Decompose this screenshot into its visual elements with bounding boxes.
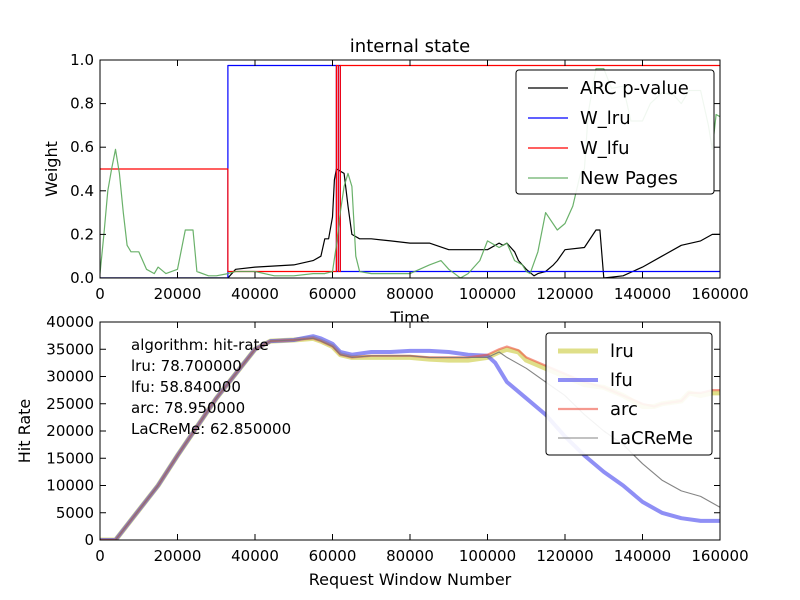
legend-label-w-lfu: W_lfu: [580, 138, 630, 159]
y-tick-label: 20000: [46, 422, 94, 440]
legend: ARC p-value W_lru W_lfu New Pages: [515, 69, 715, 195]
x-tick-label: 100000: [459, 285, 516, 303]
legend-label-lru: lru: [610, 341, 634, 362]
x-axis-label: Request Window Number: [309, 570, 512, 589]
annotation-line: lru: 78.700000: [131, 357, 242, 375]
y-axis-label: Hit Rate: [15, 399, 34, 464]
legend-label-lacreme: LaCReMe: [610, 428, 693, 449]
y-tick-label: 25000: [46, 395, 94, 413]
x-tick-label: 100000: [459, 547, 516, 565]
annotation-line: arc: 78.950000: [131, 399, 245, 417]
series-line-arc-p-value: [100, 168, 720, 278]
y-tick-label: 5000: [56, 504, 94, 522]
x-tick-label: 20000: [154, 547, 202, 565]
y-tick-label: 0.0: [70, 269, 94, 287]
x-tick-label: 0: [95, 285, 105, 303]
x-tick-label: 60000: [309, 547, 357, 565]
y-tick-label: 15000: [46, 449, 94, 467]
legend-label-w-lru: W_lru: [580, 108, 631, 129]
x-tick-label: 120000: [536, 547, 593, 565]
x-tick-label: 80000: [386, 547, 434, 565]
y-tick-label: 40000: [46, 313, 94, 331]
annotation-line: algorithm: hit-rate: [131, 336, 269, 354]
legend-label-new-pages: New Pages: [580, 168, 678, 189]
hit-rate-chart: 0 20000 40000 60000 80000 100000 120000 140000 1…: [15, 313, 749, 589]
legend: lru lfu arc LaCReMe: [545, 332, 713, 456]
x-tick-label: 0: [95, 547, 105, 565]
legend-label-arc: arc: [610, 399, 638, 420]
y-tick-label: 0.6: [70, 138, 94, 156]
y-tick-label: 1.0: [70, 51, 94, 69]
chart-title: internal state: [350, 36, 470, 57]
x-tick-label: 40000: [231, 547, 279, 565]
x-tick-label: 60000: [309, 285, 357, 303]
legend-label-lfu: lfu: [610, 370, 633, 391]
legend-label-arc-p-value: ARC p-value: [580, 78, 689, 99]
y-tick-label: 35000: [46, 340, 94, 358]
annotation-line: LaCReMe: 62.850000: [131, 420, 291, 438]
x-tick-label: 160000: [691, 547, 748, 565]
x-tick-label: 40000: [231, 285, 279, 303]
x-tick-label: 120000: [536, 285, 593, 303]
y-tick-label: 30000: [46, 368, 94, 386]
y-tick-label: 0.2: [70, 225, 94, 243]
series-line-w-lfu: [100, 64, 720, 273]
y-tick-label: 0.4: [70, 182, 94, 200]
y-tick-label: 0.8: [70, 95, 94, 113]
x-tick-label: 140000: [614, 547, 671, 565]
legend-box: [545, 332, 713, 456]
annotation-line: lfu: 58.840000: [131, 378, 241, 396]
y-tick-label: 10000: [46, 477, 94, 495]
x-tick-label: 20000: [154, 285, 202, 303]
y-axis-label: Weight: [42, 141, 61, 197]
x-tick-label: 160000: [691, 285, 748, 303]
y-tick-label: 0: [84, 531, 94, 549]
x-tick-label: 80000: [386, 285, 434, 303]
series-group: [100, 64, 720, 278]
internal-state-chart: 0 20000 40000 60000 80000 100000 120000 140000 1…: [42, 36, 749, 327]
legend-box: [515, 69, 715, 195]
x-tick-label: 140000: [614, 285, 671, 303]
